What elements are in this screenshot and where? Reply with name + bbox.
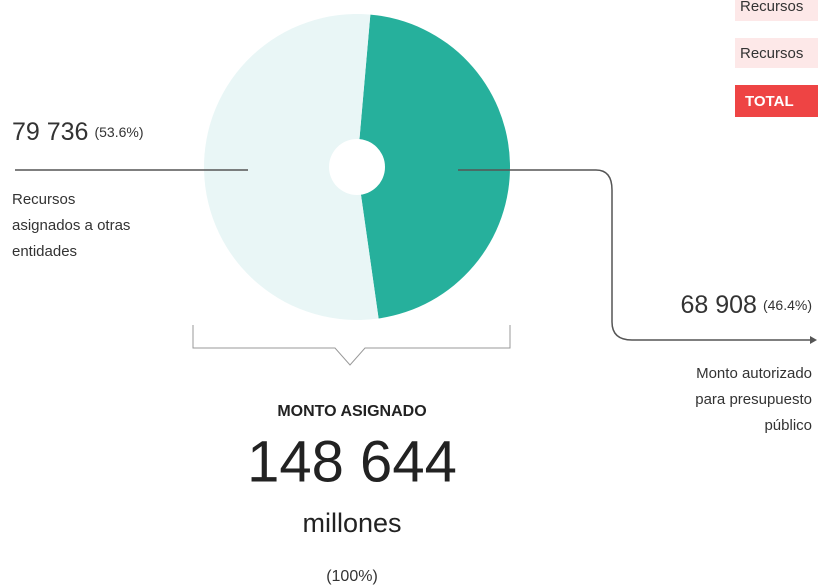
total-value: 148 644 — [247, 429, 457, 494]
value-label: 79 736 (53.6%) — [12, 118, 144, 146]
description: Recursos — [12, 191, 75, 208]
legend-label: TOTAL — [745, 93, 794, 110]
leader-line — [458, 169, 810, 341]
total-percent: (100%) — [326, 568, 378, 585]
total-unit: millones — [302, 508, 401, 538]
legend-box — [735, 85, 818, 117]
description: para presupuesto — [695, 391, 812, 408]
description: asignados a otras — [12, 217, 130, 234]
arrow-head — [810, 336, 817, 344]
bracket — [192, 325, 511, 366]
description: entidades — [12, 243, 77, 260]
description: Monto autorizado — [696, 365, 812, 382]
pie — [204, 14, 511, 320]
pie-slice — [357, 14, 511, 319]
total-title: MONTO ASIGNADO — [277, 403, 426, 420]
pie-slice — [204, 14, 379, 320]
description: público — [764, 417, 812, 434]
value-label: 68 908 (46.4%) — [681, 291, 813, 319]
pie-hole — [329, 139, 385, 195]
legend-label: Recursos — [740, 45, 803, 62]
legend-box — [735, 0, 818, 21]
legend-label: Recursos — [740, 0, 803, 15]
legend-box — [735, 38, 818, 68]
